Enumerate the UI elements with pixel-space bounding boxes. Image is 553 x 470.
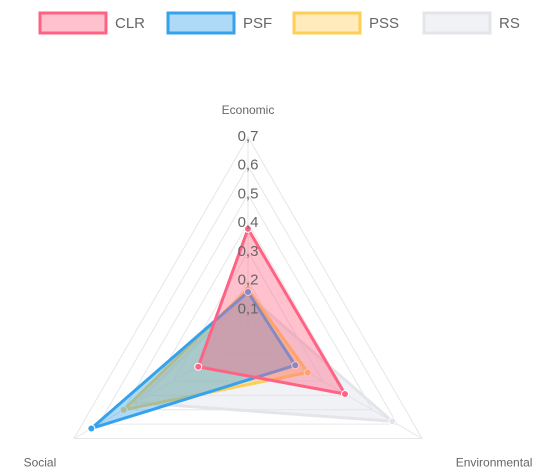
series-area bbox=[89, 290, 297, 430]
data-point bbox=[194, 362, 203, 371]
data-point bbox=[244, 224, 252, 233]
series-area bbox=[196, 227, 347, 396]
legend-label: CLR bbox=[115, 15, 145, 32]
data-point bbox=[291, 361, 300, 370]
legend-swatch bbox=[38, 11, 108, 35]
axis-label: Economic bbox=[222, 103, 275, 117]
tick-label: 0,5 bbox=[238, 185, 259, 202]
legend-label: PSS bbox=[369, 15, 399, 32]
legend-swatch bbox=[292, 11, 362, 35]
grid-line bbox=[222, 308, 274, 353]
data-point bbox=[303, 368, 312, 377]
axis-label: Environmental bbox=[456, 456, 533, 470]
data-point bbox=[244, 288, 252, 297]
legend-item: PSF bbox=[166, 11, 272, 35]
data-point bbox=[119, 405, 128, 414]
grid-line bbox=[73, 135, 423, 439]
data-point bbox=[388, 417, 397, 426]
axis-label: Social bbox=[24, 456, 57, 470]
legend-swatch bbox=[422, 11, 492, 35]
legend-item: CLR bbox=[38, 11, 145, 35]
tick-label: 0,7 bbox=[238, 128, 259, 145]
legend-label: RS bbox=[499, 15, 520, 32]
legend-item: PSS bbox=[292, 11, 399, 35]
grid-line bbox=[97, 164, 399, 425]
tick-label: 0,3 bbox=[238, 243, 259, 260]
tick-label: 0,2 bbox=[238, 272, 259, 289]
tick-label: 0,6 bbox=[238, 157, 259, 174]
data-point bbox=[340, 389, 349, 398]
spoke bbox=[73, 337, 249, 439]
data-point bbox=[87, 424, 96, 433]
grid-line bbox=[147, 222, 349, 396]
legend-item: RS bbox=[422, 11, 520, 35]
tick-label: 0,4 bbox=[238, 214, 259, 231]
legend-label: PSF bbox=[243, 15, 272, 32]
tick-label: 0,1 bbox=[238, 300, 259, 317]
legend-swatch bbox=[166, 11, 236, 35]
